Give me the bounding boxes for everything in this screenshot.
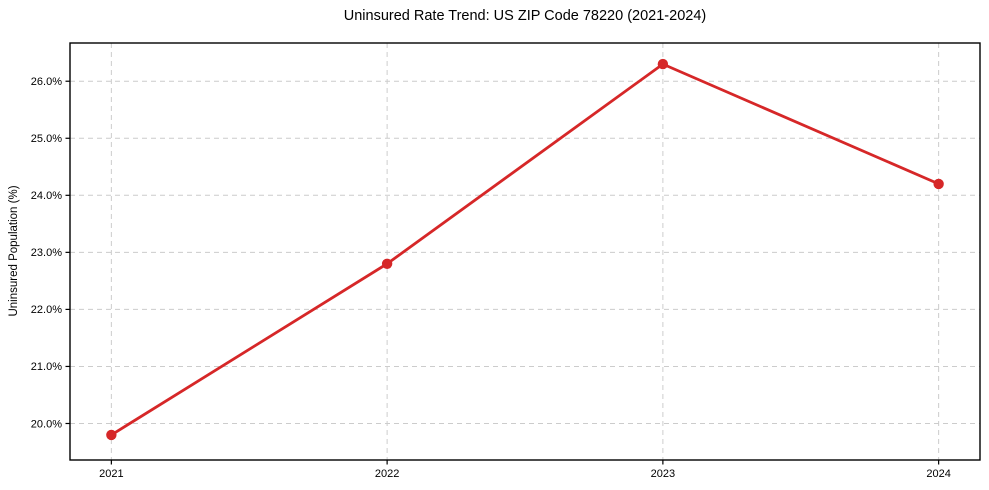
- chart-title: Uninsured Rate Trend: US ZIP Code 78220 …: [343, 8, 707, 24]
- data-point-marker: [381, 258, 393, 269]
- data-point-marker: [106, 429, 117, 441]
- plot-border: [69, 42, 981, 461]
- y-tick-label: 20.0%: [31, 418, 62, 430]
- y-tick-label: 24.0%: [31, 190, 62, 202]
- data-point-marker: [657, 58, 669, 70]
- y-tick-label: 25.0%: [31, 133, 62, 145]
- x-tick-label: 2022: [375, 468, 399, 480]
- data-point-marker: [933, 178, 944, 190]
- y-tick-label: 23.0%: [31, 247, 62, 259]
- y-tick-label: 26.0%: [31, 76, 62, 88]
- y-tick-label: 22.0%: [31, 304, 62, 316]
- y-tick-label: 21.0%: [31, 361, 62, 373]
- x-tick-label: 2021: [99, 468, 123, 480]
- x-tick-label: 2023: [651, 468, 675, 480]
- trend-line: [109, 62, 941, 437]
- x-tick-label: 2024: [926, 468, 950, 480]
